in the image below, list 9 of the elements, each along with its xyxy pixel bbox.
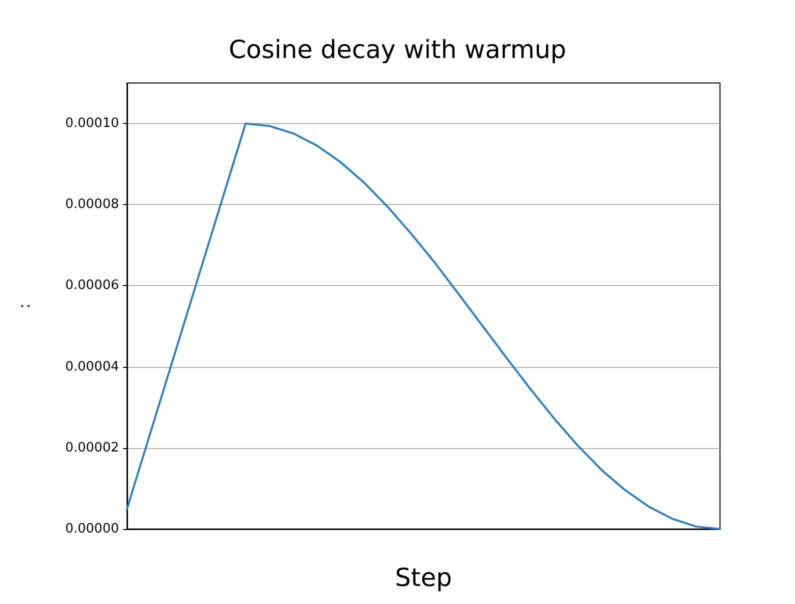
y-tick-label: 0.00000 xyxy=(65,522,119,536)
y-tick-label: 0.00006 xyxy=(65,278,119,294)
y-tick-label: 0.00008 xyxy=(65,197,119,212)
y-axis-title: : xyxy=(14,303,34,309)
chart-title: Cosine decay with warmup xyxy=(228,35,566,64)
y-tick-label: 0.00010 xyxy=(65,116,119,132)
x-axis-title: Step xyxy=(395,563,452,592)
y-tick-label: 0.00002 xyxy=(65,440,119,456)
y-tick-label: 0.00004 xyxy=(65,359,119,374)
